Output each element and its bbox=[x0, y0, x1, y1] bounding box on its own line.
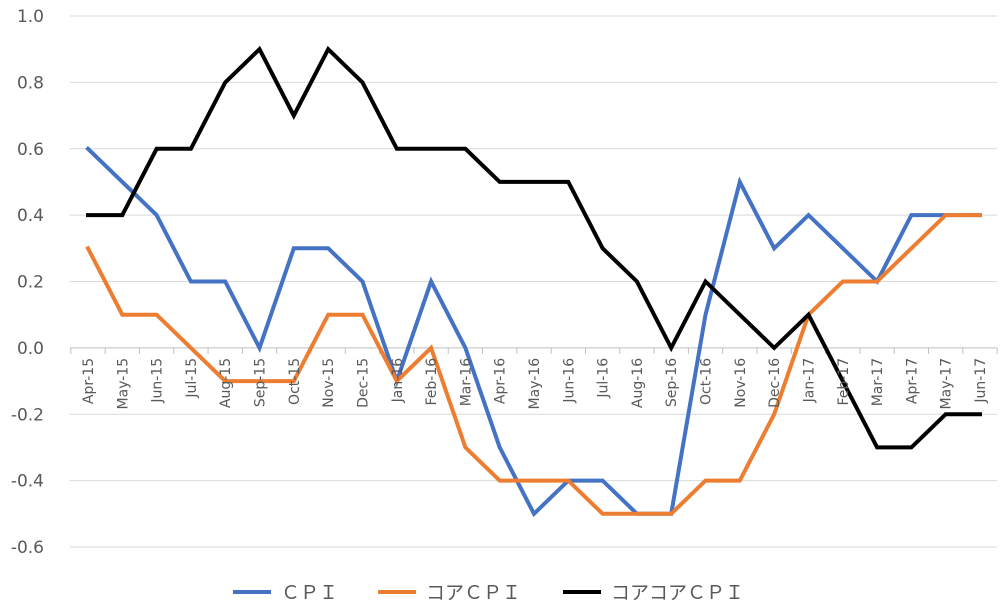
y-tick-label: 0.8 bbox=[17, 73, 44, 93]
legend-label: コアコアＣＰＩ bbox=[611, 582, 744, 604]
x-tick-label: Jun-17 bbox=[973, 358, 989, 404]
y-axis-ticks: 1.0 0.8 0.6 0.4 0.2 0.0 -0.2 -0.4 -0.6 bbox=[11, 7, 44, 558]
x-tick-label: Aug-15 bbox=[218, 358, 234, 408]
x-tick-label: Nov-15 bbox=[321, 358, 337, 408]
x-tick-label: Aug-16 bbox=[630, 358, 646, 408]
x-tick-label: Mar-17 bbox=[870, 358, 886, 406]
y-tick-label: 0.6 bbox=[17, 140, 44, 160]
series-line-3 bbox=[86, 45, 982, 450]
x-tick-label: Jul-16 bbox=[596, 358, 612, 399]
y-tick-label: 0.2 bbox=[17, 273, 44, 293]
x-tick-label: Oct-15 bbox=[287, 358, 303, 405]
x-axis bbox=[70, 347, 998, 354]
x-tick-label: Oct-16 bbox=[699, 358, 715, 405]
x-tick-label: Nov-16 bbox=[733, 358, 749, 408]
y-tick-label: 0.4 bbox=[17, 206, 44, 226]
x-tick-label: Jan-16 bbox=[390, 358, 406, 404]
x-tick-label: Apr-17 bbox=[904, 358, 920, 404]
legend: ＣＰＩ コアＣＰＩ コアコアＣＰＩ bbox=[233, 582, 744, 604]
x-axis-ticks: Apr-15 May-15 Jun-15 Jul-15 Aug-15 Sep-15 Oct-… bbox=[81, 358, 989, 410]
x-tick-label: Dec-15 bbox=[355, 358, 371, 408]
x-tick-label: May-17 bbox=[939, 358, 955, 410]
x-tick-label: Mar-16 bbox=[458, 358, 474, 406]
x-tick-label: Dec-16 bbox=[767, 358, 783, 408]
y-tick-label: 1.0 bbox=[17, 7, 44, 27]
x-tick-label: Apr-15 bbox=[81, 358, 97, 404]
series-line-1 bbox=[85, 145, 982, 518]
x-tick-label: Jun-15 bbox=[150, 358, 166, 404]
legend-label: コアＣＰＩ bbox=[426, 582, 521, 604]
x-tick-label: Feb-16 bbox=[424, 358, 440, 406]
x-tick-label: Apr-16 bbox=[493, 358, 509, 404]
x-tick-label: Jul-15 bbox=[184, 358, 200, 399]
x-tick-label: Jan-17 bbox=[801, 358, 817, 403]
x-tick-label: Feb-17 bbox=[836, 358, 852, 406]
legend-label: ＣＰＩ bbox=[281, 582, 338, 604]
series-line-2 bbox=[85, 213, 982, 516]
x-tick-label: May-16 bbox=[527, 358, 543, 410]
y-tick-label: -0.6 bbox=[11, 538, 44, 558]
y-tick-label: 0.0 bbox=[17, 339, 44, 359]
series-lines bbox=[85, 45, 982, 518]
y-tick-label: -0.2 bbox=[11, 405, 44, 425]
y-tick-label: -0.4 bbox=[11, 472, 44, 492]
x-tick-label: May-15 bbox=[115, 358, 131, 410]
x-tick-label: Sep-15 bbox=[253, 358, 269, 407]
x-tick-label: Sep-16 bbox=[664, 358, 680, 407]
x-tick-label: Jun-16 bbox=[561, 358, 577, 404]
